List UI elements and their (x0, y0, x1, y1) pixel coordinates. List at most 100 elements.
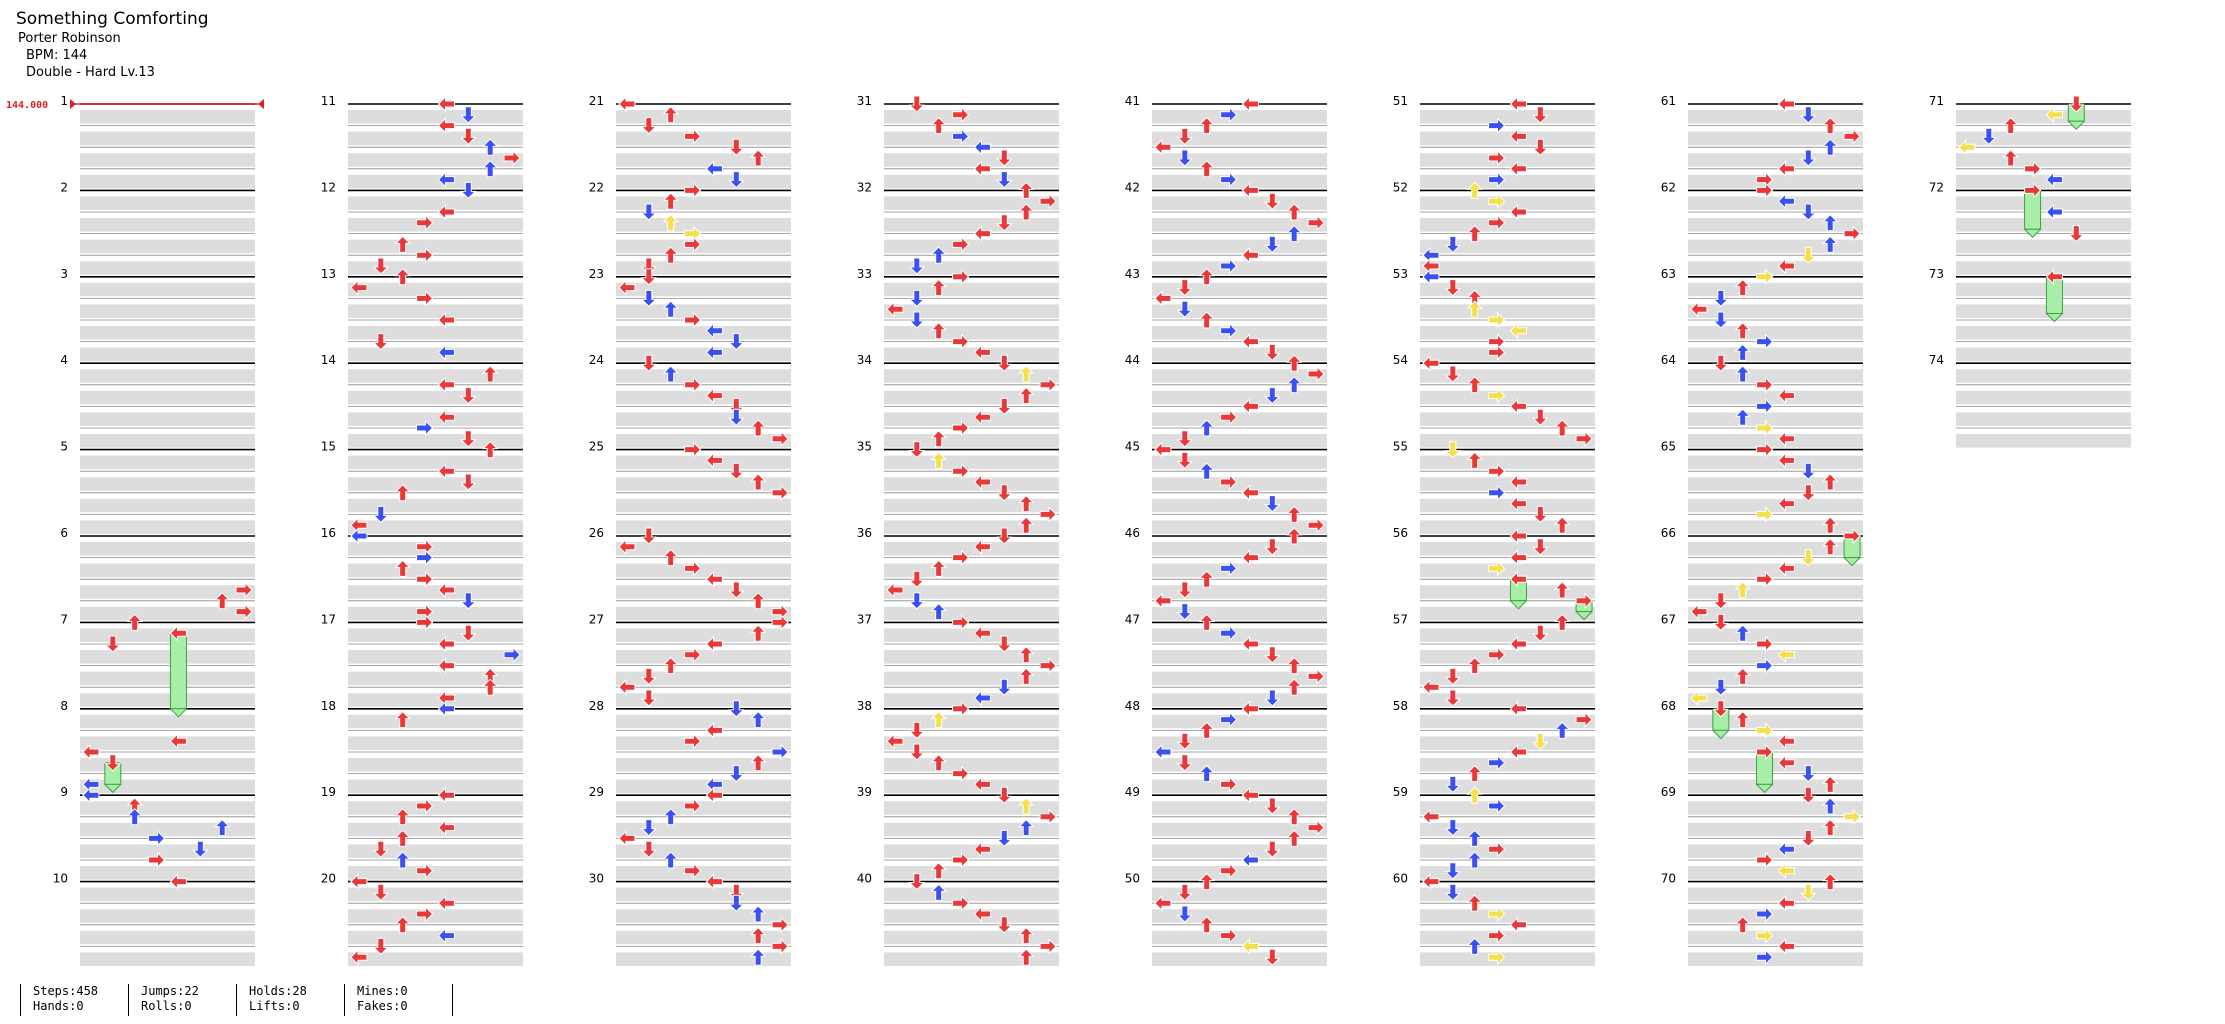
beat-band (80, 347, 255, 362)
beat-band (80, 693, 255, 707)
beat-band (1688, 390, 1863, 405)
step-arrow (1777, 732, 1795, 750)
measure-number: 41 (1125, 94, 1140, 108)
step-arrow (705, 344, 723, 361)
beat-band (1152, 239, 1327, 254)
beat-band (616, 909, 791, 923)
beat-band (884, 650, 1059, 664)
beat-band (884, 131, 1059, 146)
beat-band (616, 563, 791, 578)
measure-number: 44 (1125, 353, 1140, 367)
step-arrow (437, 819, 455, 836)
step-arrow (460, 106, 477, 124)
step-arrow (1690, 689, 1708, 707)
step-arrow (1264, 538, 1281, 556)
measure-number: 36 (857, 526, 872, 540)
beat-band (1688, 304, 1863, 318)
step-arrow (640, 667, 658, 686)
beat-band (616, 369, 791, 383)
measure-number: 10 (53, 872, 68, 886)
step-arrow (1821, 818, 1839, 837)
beat-band (348, 801, 523, 815)
beat-band (348, 887, 523, 902)
step-arrow (930, 862, 947, 880)
step-arrow (952, 128, 970, 145)
measure-number: 63 (1661, 267, 1676, 281)
step-arrow (1198, 160, 1215, 178)
measure-number: 7 (60, 612, 68, 626)
step-arrow (1264, 343, 1281, 362)
step-arrow (1241, 938, 1259, 955)
step-arrow (1017, 926, 1035, 945)
step-arrow (1017, 386, 1035, 405)
step-arrow (416, 246, 434, 264)
step-arrow (973, 689, 991, 707)
step-arrow (908, 570, 926, 588)
step-arrow (1154, 592, 1172, 610)
step-arrow (1777, 862, 1795, 880)
step-arrow (930, 754, 947, 772)
step-arrow (1734, 581, 1751, 599)
step-arrow (1264, 689, 1281, 707)
beat-band (1152, 736, 1327, 750)
beat-band (1688, 563, 1863, 578)
beat-band (616, 779, 791, 794)
hold-head-arrow (2068, 95, 2085, 113)
step-arrow (437, 344, 455, 361)
step-arrow (1509, 495, 1527, 512)
step-arrow (1241, 786, 1259, 804)
measure-number: 3 (60, 267, 68, 281)
beat-band (80, 628, 255, 642)
beat-band (884, 714, 1059, 729)
measure-number: 68 (1661, 699, 1676, 713)
step-arrow (1241, 398, 1259, 415)
measure-number: 29 (589, 785, 604, 799)
step-arrow (952, 894, 970, 912)
stat-hands: Hands:0 (33, 999, 84, 1013)
step-arrow (1422, 873, 1440, 890)
step-arrow (1488, 311, 1506, 329)
measure-number: 65 (1661, 440, 1676, 454)
step-arrow (930, 602, 947, 621)
step-arrow (503, 149, 521, 167)
beat-band (884, 801, 1059, 815)
notes-layer (82, 95, 2086, 966)
beat-band (1956, 174, 2131, 189)
beat-band (80, 282, 255, 297)
measure-number: 45 (1125, 440, 1140, 454)
beat-band (884, 390, 1059, 405)
beat-band (1688, 282, 1863, 297)
step-arrow (1509, 527, 1527, 545)
measure-number: 34 (857, 353, 872, 367)
step-arrow (973, 225, 991, 242)
beat-band (1956, 326, 2131, 340)
measure-number: 14 (321, 353, 336, 367)
step-arrow (2045, 171, 2063, 188)
step-arrow (662, 548, 679, 567)
step-arrow (1198, 462, 1215, 480)
beat-band (884, 412, 1059, 426)
beat-band (1420, 693, 1595, 707)
step-arrow (394, 851, 411, 869)
step-arrow (1532, 138, 1549, 156)
hold-tail (1574, 611, 1594, 621)
step-arrow (1466, 937, 1483, 955)
step-arrow (1777, 754, 1795, 772)
step-arrow (1488, 905, 1506, 923)
step-arrow (1800, 149, 1817, 167)
beat-band (348, 693, 523, 707)
beat-band (1420, 239, 1595, 254)
beat-band (1956, 110, 2131, 124)
step-arrow (1712, 354, 1730, 372)
step-arrow (1198, 721, 1215, 739)
beat-band (348, 930, 523, 945)
step-arrow (749, 149, 767, 167)
beat-band (1152, 434, 1327, 448)
beat-band (1420, 606, 1595, 621)
beat-band (1420, 174, 1595, 189)
beat-band (80, 455, 255, 470)
step-arrow (1488, 646, 1506, 664)
beat-band (1152, 196, 1327, 210)
step-arrow (640, 689, 658, 707)
step-arrow (1777, 646, 1795, 664)
